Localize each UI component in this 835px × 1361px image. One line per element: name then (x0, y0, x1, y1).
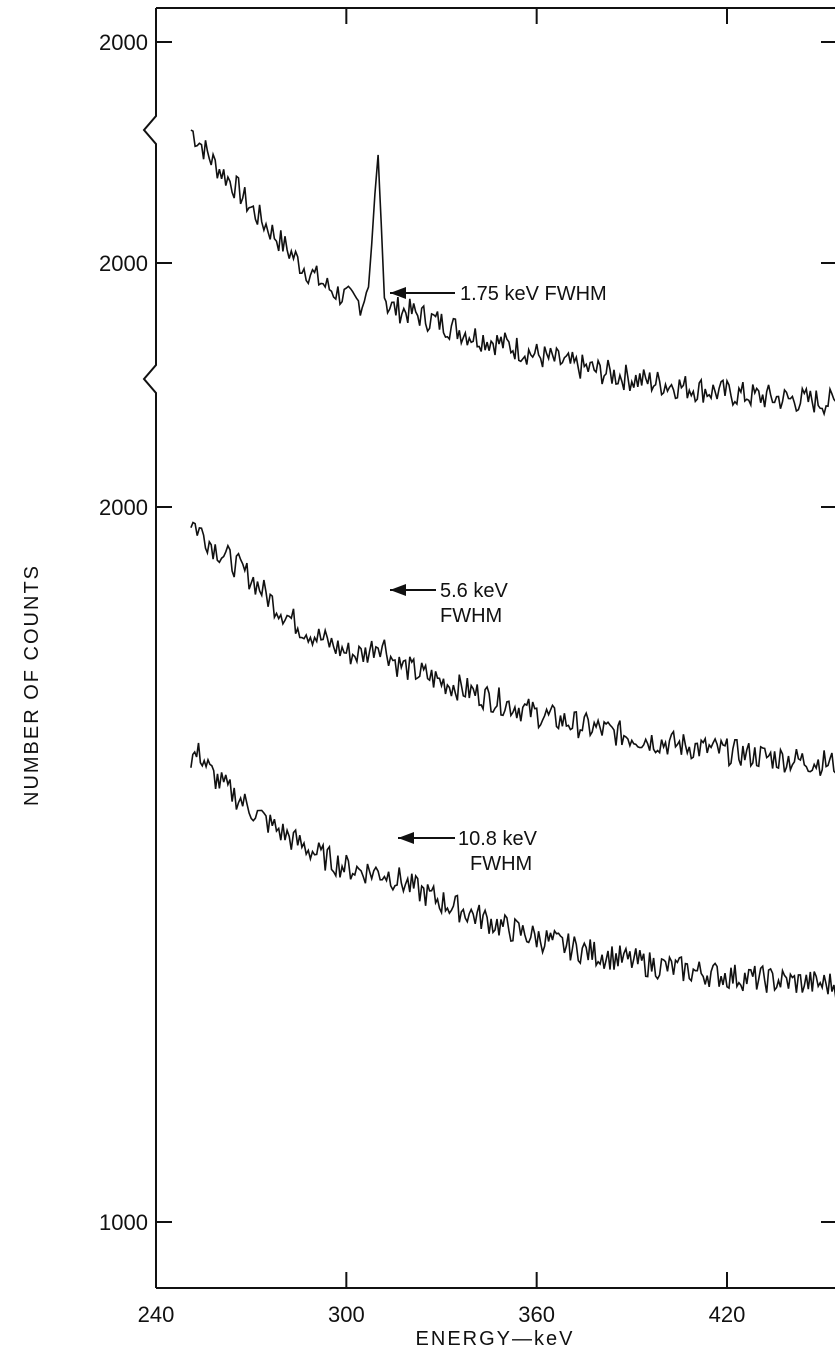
x-tick-label: 420 (709, 1302, 746, 1327)
y-tick-label: 2000 (99, 251, 148, 276)
plot-frame (142, 7, 835, 1289)
x-axis-ticks: 240 300 360 420 (138, 8, 746, 1327)
y-tick-label: 1000 (99, 1210, 148, 1235)
x-axis-title: ENERGY—keV (416, 1328, 575, 1350)
annotation-label-2-line1: 5.6 keV (440, 580, 508, 602)
annotation-1-arrow-head (390, 287, 406, 299)
annotation-label-3-line1: 10.8 keV (458, 828, 538, 850)
x-tick-label: 240 (138, 1302, 175, 1327)
series-layer (190, 129, 835, 999)
annotation-label-3-line2: FWHM (470, 853, 532, 875)
annotation-label-1: 1.75 keV FWHM (460, 283, 607, 305)
annotation-3-arrow-head (398, 832, 414, 844)
x-tick-label: 300 (328, 1302, 365, 1327)
x-tick-label: 360 (518, 1302, 555, 1327)
annotation-2-arrow-head (390, 584, 406, 596)
y-axis-ticks: 2000 2000 2000 1000 (99, 30, 835, 1235)
series-line-3 (190, 742, 835, 999)
y-axis-line (142, 8, 157, 1288)
y-tick-label: 2000 (99, 30, 148, 55)
annotations: 1.75 keV FWHM 5.6 keV FWHM 10.8 keV FWHM (390, 283, 607, 875)
y-tick-label: 2000 (99, 495, 148, 520)
annotation-label-2-line2: FWHM (440, 605, 502, 627)
y-axis-title: NUMBER OF COUNTS (21, 564, 43, 806)
series-line-1 (190, 129, 835, 417)
series-line-2 (190, 521, 835, 776)
